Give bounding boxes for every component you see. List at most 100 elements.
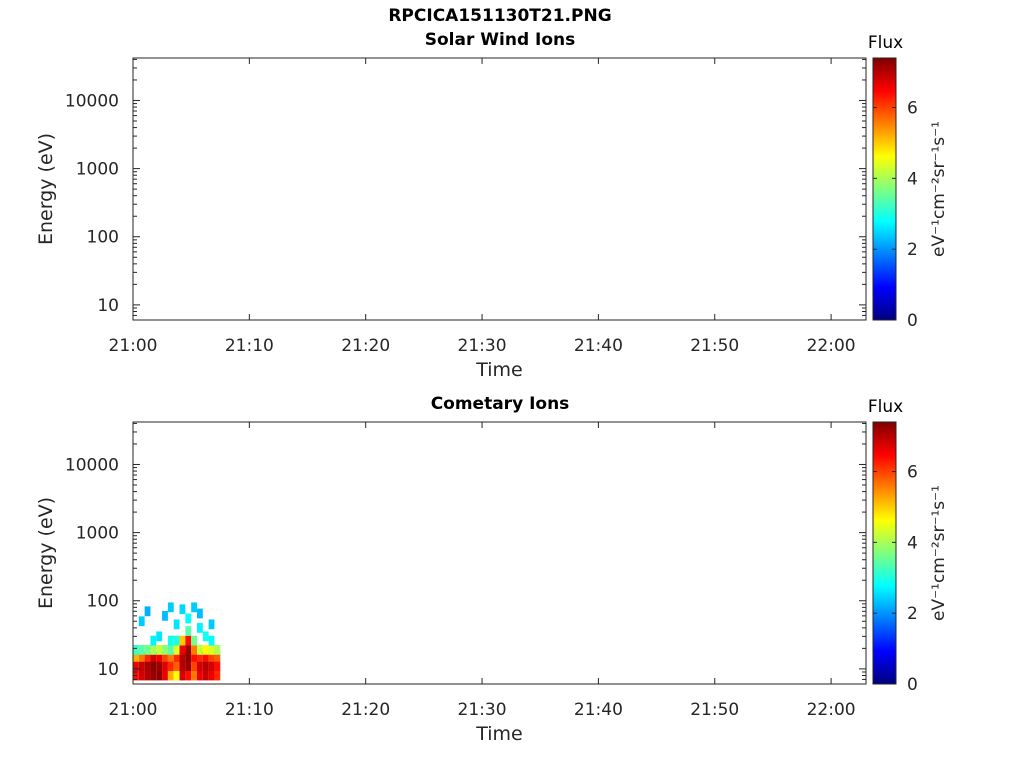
heatmap-cell bbox=[208, 644, 215, 655]
colorbar-title: Flux bbox=[868, 33, 903, 53]
heatmap-cell bbox=[202, 661, 209, 671]
panel-2-title: Cometary Ions bbox=[430, 394, 570, 414]
heatmap-cell bbox=[185, 626, 192, 636]
y-tick-label: 1000 bbox=[76, 524, 119, 544]
heatmap-cell bbox=[150, 670, 157, 681]
heatmap-cell bbox=[196, 661, 203, 671]
panel-1-title: Solar Wind Ions bbox=[424, 30, 576, 50]
heatmap-cell bbox=[156, 644, 163, 655]
heatmap-cell bbox=[162, 661, 168, 671]
spectrogram-panel-2: 21:00 21:10 21:20 21:30 21:40 21:50 22:00 Time 1… bbox=[35, 397, 949, 745]
colorbar-tick-label: 0 bbox=[907, 675, 918, 695]
spectrogram-panel-1: 21:00 21:10 21:20 21:30 21:40 21:50 22:00 Time 1… bbox=[35, 33, 949, 381]
heatmap-cell bbox=[208, 661, 215, 671]
heatmap-cell bbox=[162, 610, 168, 621]
heatmap-cell bbox=[138, 616, 145, 627]
heatmap-cell bbox=[173, 661, 180, 671]
colorbar-tick-label: 6 bbox=[907, 99, 918, 119]
heatmap-cell bbox=[150, 651, 157, 662]
heatmap-cell bbox=[173, 635, 180, 646]
heatmap-cell bbox=[144, 644, 151, 655]
x-tick-label: 21:10 bbox=[225, 336, 274, 356]
y-tick-label: 10 bbox=[97, 660, 119, 680]
x-axis-label: Time bbox=[475, 359, 523, 381]
heatmap-cell bbox=[162, 651, 168, 662]
heatmap-cell bbox=[208, 670, 215, 681]
heatmap-cell bbox=[214, 670, 221, 681]
heatmap-cell bbox=[156, 661, 163, 671]
x-tick-label: 21:20 bbox=[341, 336, 390, 356]
colorbar-tick-label: 4 bbox=[907, 169, 918, 189]
heatmap-cell bbox=[179, 604, 186, 615]
x-tick-label: 21:00 bbox=[109, 700, 158, 720]
heatmap-cell bbox=[156, 651, 163, 662]
heatmap-cell bbox=[214, 651, 221, 662]
heatmap-cell bbox=[138, 644, 145, 655]
plot-area bbox=[133, 58, 866, 320]
heatmap-cell bbox=[167, 644, 174, 655]
heatmap-cell bbox=[144, 606, 151, 617]
heatmap-cell bbox=[191, 644, 197, 655]
y-tick-label: 100 bbox=[87, 592, 119, 612]
heatmap-cell bbox=[167, 602, 174, 613]
heatmap-cell bbox=[162, 670, 168, 681]
heatmap-cell bbox=[167, 635, 174, 646]
heatmap-cell bbox=[179, 661, 186, 671]
heatmap-cell bbox=[173, 644, 180, 655]
x-tick-label: 22:00 bbox=[807, 336, 856, 356]
heatmap-cell bbox=[138, 670, 145, 681]
heatmap-cell bbox=[179, 670, 186, 681]
heatmap-cell bbox=[173, 619, 180, 630]
x-tick-label: 21:50 bbox=[690, 700, 739, 720]
x-axis-label: Time bbox=[475, 723, 523, 745]
heatmap-cell bbox=[179, 651, 186, 662]
heatmap-cell bbox=[196, 622, 203, 633]
heatmap-cell bbox=[156, 670, 163, 681]
heatmap-cell bbox=[208, 635, 215, 646]
x-tick-label: 21:30 bbox=[458, 700, 507, 720]
heatmap-cell bbox=[185, 651, 192, 662]
heatmap-cell bbox=[196, 670, 203, 681]
y-axis-label: Energy (eV) bbox=[35, 497, 57, 609]
heatmap-cell bbox=[144, 661, 151, 671]
heatmap-cell bbox=[150, 661, 157, 671]
heatmap-cell bbox=[173, 670, 180, 681]
y-tick-label: 10000 bbox=[65, 455, 119, 475]
heatmap-cell bbox=[138, 661, 145, 671]
heatmap-cell bbox=[138, 651, 145, 662]
colorbar-label: eV⁻¹cm⁻²sr⁻¹s⁻¹ bbox=[929, 485, 949, 621]
colorbar-tick-label: 2 bbox=[907, 240, 918, 260]
colorbar-tick-label: 6 bbox=[907, 463, 918, 483]
heatmap-cell bbox=[191, 651, 197, 662]
heatmap-cell bbox=[173, 651, 180, 662]
x-tick-label: 21:20 bbox=[341, 700, 390, 720]
x-tick-label: 21:00 bbox=[109, 336, 158, 356]
y-axis-label: Energy (eV) bbox=[35, 133, 57, 245]
heatmap-cell bbox=[162, 644, 168, 655]
colorbar-label: eV⁻¹cm⁻²sr⁻¹s⁻¹ bbox=[929, 121, 949, 257]
heatmap-cell bbox=[185, 644, 192, 655]
colorbar-tick-label: 0 bbox=[907, 311, 918, 331]
y-tick-label: 10 bbox=[97, 296, 119, 316]
x-tick-label: 21:10 bbox=[225, 700, 274, 720]
y-tick-label: 10000 bbox=[65, 91, 119, 111]
heatmap-cell bbox=[202, 644, 209, 655]
heatmap-cell bbox=[144, 670, 151, 681]
heatmap-cell bbox=[191, 635, 197, 646]
heatmap-cell bbox=[150, 644, 157, 655]
heatmap-cell bbox=[179, 644, 186, 655]
y-tick-label: 1000 bbox=[76, 160, 119, 180]
colorbar-tick-label: 4 bbox=[907, 533, 918, 553]
heatmap-cell bbox=[191, 602, 197, 613]
heatmap-cell bbox=[185, 661, 192, 671]
heatmap-cell bbox=[208, 619, 215, 630]
heatmap-cell bbox=[191, 670, 197, 681]
heatmap-cell bbox=[202, 631, 209, 642]
x-tick-label: 22:00 bbox=[807, 700, 856, 720]
colorbar-tick-label: 2 bbox=[907, 604, 918, 624]
heatmap-cell bbox=[167, 670, 174, 681]
heatmap-cell bbox=[150, 635, 157, 646]
colorbar-title: Flux bbox=[868, 397, 903, 417]
heatmap-cell bbox=[133, 651, 139, 662]
